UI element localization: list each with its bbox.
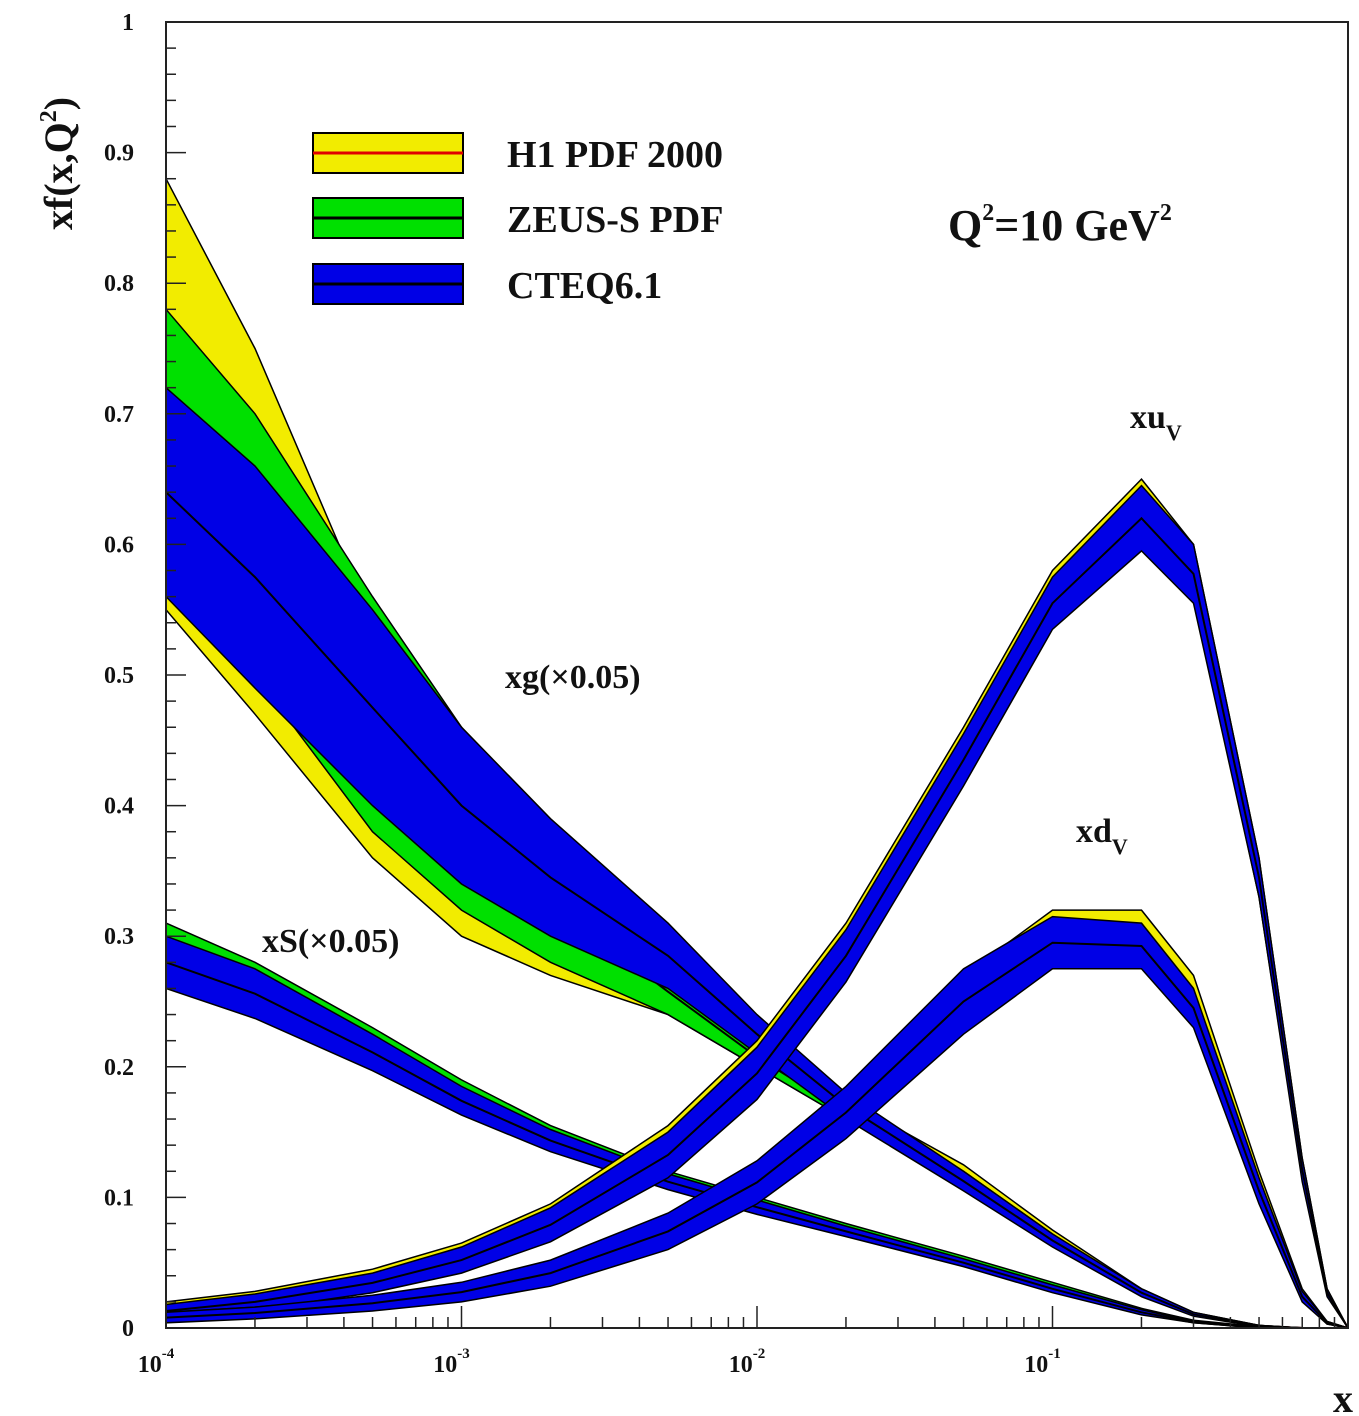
curve-label-xg-0-05: xg(×0.05) <box>505 659 641 696</box>
curve-label-xdv: xdV <box>1076 813 1128 859</box>
central-line-xu-v-cteq6-1 <box>165 516 1349 1329</box>
curve-label-xuv: xuV <box>1130 399 1182 445</box>
y-tick-label: 0.4 <box>104 794 134 820</box>
y-tick-label: 0.1 <box>104 1185 134 1211</box>
x-tick-label: 10-3 <box>433 1346 470 1378</box>
central-line-xd-v-cteq6-1 <box>165 941 1349 1329</box>
axis-ticks <box>165 21 1349 1329</box>
y-tick-label: 0.6 <box>104 532 134 558</box>
x-tick-label: 10-4 <box>138 1346 175 1378</box>
band-xd-v-cteq6-1 <box>165 915 1349 1329</box>
y-tick-labels: 0 0.1 0.2 0.3 0.4 0.5 0.6 0.7 0.8 0.9 1 <box>104 10 134 1342</box>
x-tick-label: 10-2 <box>729 1346 766 1378</box>
y-tick-label: 0.5 <box>104 663 134 689</box>
central-line-xs-0-05-zeus-s-pdf <box>165 948 1348 1329</box>
y-tick-label: 0.9 <box>104 141 134 167</box>
y-tick-label: 0.7 <box>104 402 134 428</box>
band-xu-v-cteq6-1 <box>165 484 1349 1329</box>
y-tick-label: 0.2 <box>104 1055 134 1081</box>
legend-label-h1-pdf-2000: H1 PDF 2000 <box>507 134 723 176</box>
x-tick-label: 10-1 <box>1024 1346 1061 1378</box>
chart-bands <box>165 178 1349 1329</box>
y-tick-label: 0.3 <box>104 924 134 950</box>
curve-label-xs-0-05: xS(×0.05) <box>262 923 399 960</box>
legend-label-cteq6-1: CTEQ6.1 <box>507 265 662 307</box>
curve-labels: xg(×0.05) xS(×0.05) xuV xdV <box>262 399 1182 960</box>
y-tick-label: 0.8 <box>104 271 134 297</box>
x-axis-label: x <box>1333 1376 1353 1416</box>
x-tick-labels: 10-4 10-3 10-2 10-1 <box>138 1346 1061 1378</box>
q2-annotation: Q2=10 GeV2 <box>948 200 1172 250</box>
y-tick-label: 0 <box>122 1316 134 1342</box>
legend-label-zeus-s-pdf: ZEUS-S PDF <box>507 199 723 241</box>
y-axis-label: xf(x,Q2) <box>36 97 81 230</box>
y-tick-label: 1 <box>122 10 134 36</box>
legend: H1 PDF 2000 ZEUS-S PDF CTEQ6.1 <box>312 132 723 307</box>
